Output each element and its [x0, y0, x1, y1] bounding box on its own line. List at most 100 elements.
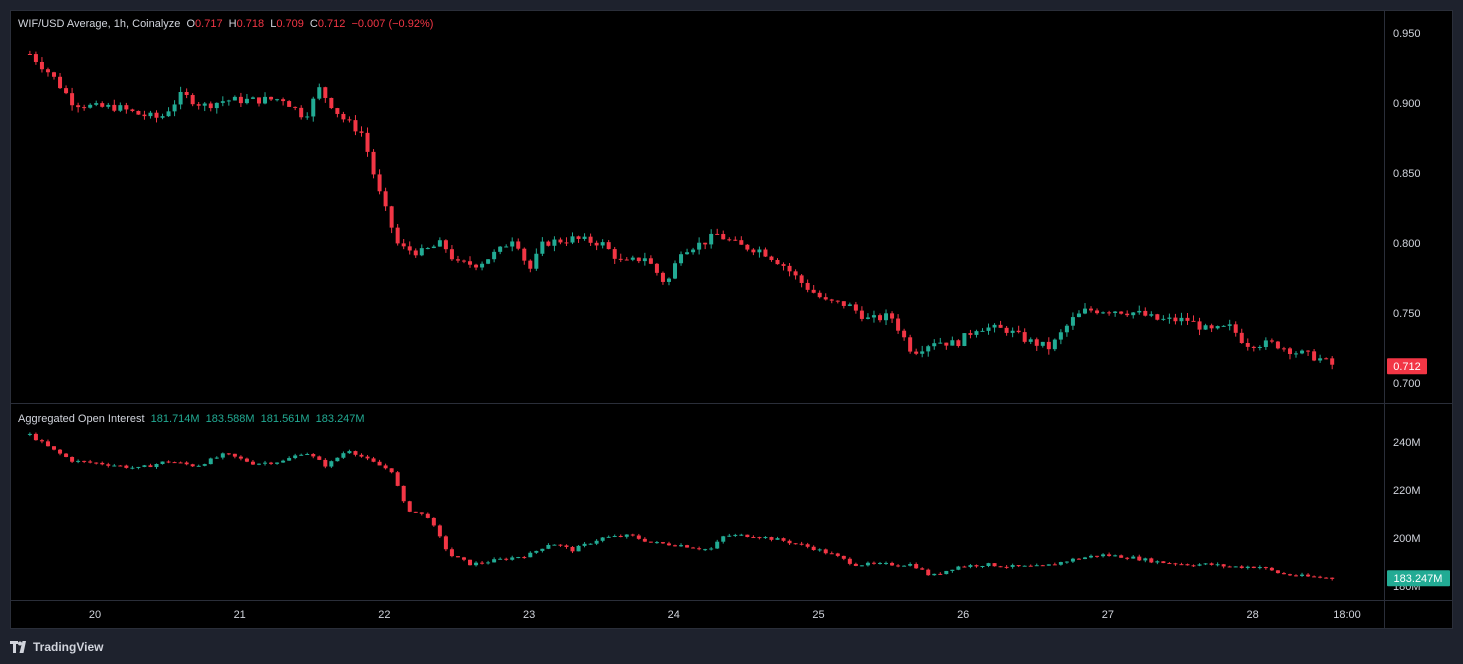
oi-candle	[558, 544, 563, 546]
oi-candle	[540, 548, 545, 551]
price-candle	[1119, 311, 1124, 314]
oi-candle	[1058, 562, 1063, 565]
oi-legend: Aggregated Open Interest 181.714M 183.58…	[18, 413, 368, 425]
oi-candle	[516, 557, 521, 559]
price-candle	[1040, 341, 1045, 346]
oi-candle	[799, 543, 804, 545]
price-candle	[697, 242, 702, 250]
price-candle	[1107, 312, 1112, 314]
oi-candle	[172, 462, 177, 464]
oi-candle	[263, 462, 268, 464]
oi-candle	[841, 555, 846, 559]
price-candle	[311, 98, 316, 117]
price-candle	[160, 116, 165, 118]
price-candle	[582, 236, 587, 239]
oi-candle	[534, 550, 539, 553]
oi-candle	[1125, 557, 1130, 559]
price-candle	[799, 275, 804, 283]
price-candle	[293, 106, 298, 108]
price-candle	[817, 292, 822, 298]
price-candle	[437, 240, 442, 247]
price-candle	[1197, 321, 1202, 330]
price-candle	[654, 263, 659, 273]
price-candle	[1167, 317, 1172, 319]
oi-candle	[1010, 565, 1015, 567]
oi-candle	[1191, 565, 1196, 567]
oi-candle	[377, 461, 382, 466]
price-candle	[859, 310, 864, 319]
oi-candle	[1257, 567, 1262, 569]
price-candle	[27, 54, 32, 55]
oi-candle	[1149, 558, 1154, 563]
chart-canvas[interactable]: 0.950 0.900 0.850 0.800 0.750 0.700 240M 220M 20…	[10, 10, 1453, 629]
price-candle	[1113, 311, 1118, 313]
oi-candle	[1324, 577, 1329, 579]
time-axis-tick: 22	[378, 609, 390, 621]
price-candle	[709, 233, 714, 245]
price-candle	[443, 240, 448, 250]
price-candle	[1089, 308, 1094, 311]
oi-candle	[739, 534, 744, 536]
oi-candle	[1052, 564, 1057, 566]
price-candle	[865, 317, 870, 319]
price-candle	[618, 258, 623, 260]
oi-candle	[1155, 561, 1160, 563]
oi-candle	[1281, 573, 1286, 575]
oi-candle	[1251, 566, 1256, 569]
price-candle	[1330, 358, 1335, 365]
price-candle	[956, 340, 961, 346]
tradingview-footer[interactable]: TradingView	[10, 637, 103, 657]
oi-candle	[944, 570, 949, 575]
oi-candle	[660, 542, 665, 544]
oi-candle	[27, 433, 32, 435]
price-candle	[226, 100, 231, 102]
oi-candle	[45, 441, 50, 447]
oi-candle	[425, 513, 430, 518]
oi-candle	[884, 562, 889, 564]
oi-candle	[962, 566, 967, 568]
oi-legend-low: 181.561M	[260, 413, 310, 425]
price-candle	[317, 87, 322, 99]
oi-candle	[455, 556, 460, 558]
oi-candle	[76, 460, 81, 462]
legend-change: −0.007 (−0.92%)	[351, 18, 434, 30]
oi-axis-tick: 220M	[1393, 485, 1421, 497]
price-candle	[39, 61, 44, 70]
price-candle	[968, 333, 973, 335]
oi-legend-open: 181.714M	[150, 413, 200, 425]
price-candle	[142, 114, 147, 117]
price-candle	[1269, 340, 1274, 342]
price-candle	[353, 120, 358, 132]
oi-candle	[275, 462, 280, 464]
oi-candle	[1070, 558, 1075, 562]
price-candle	[546, 241, 551, 246]
price-candle	[1022, 332, 1027, 342]
oi-candle	[492, 559, 497, 563]
price-candle	[341, 113, 346, 120]
oi-candle	[751, 537, 756, 539]
oi-candle	[1209, 563, 1214, 565]
oi-axis-tick: 240M	[1393, 437, 1421, 449]
oi-candle	[299, 454, 304, 456]
price-candle	[588, 236, 593, 243]
price-candle	[425, 248, 430, 250]
oi-candles	[27, 432, 1335, 581]
oi-candle	[920, 568, 925, 570]
price-candle	[461, 260, 466, 262]
price-candle	[238, 96, 243, 104]
oi-candle	[214, 457, 219, 459]
oi-candle	[347, 451, 352, 454]
price-candle	[1227, 324, 1232, 326]
oi-candle	[323, 459, 328, 467]
oi-candle	[1263, 567, 1268, 569]
price-candle	[94, 103, 99, 105]
price-candle	[1221, 325, 1226, 327]
oi-candle	[1179, 564, 1184, 566]
price-candle	[124, 105, 129, 110]
price-candle	[148, 112, 153, 117]
price-candle	[914, 351, 919, 354]
price-candle	[250, 97, 255, 99]
price-candle	[920, 351, 925, 354]
oi-candle	[1107, 554, 1112, 556]
oi-candle	[118, 465, 123, 467]
